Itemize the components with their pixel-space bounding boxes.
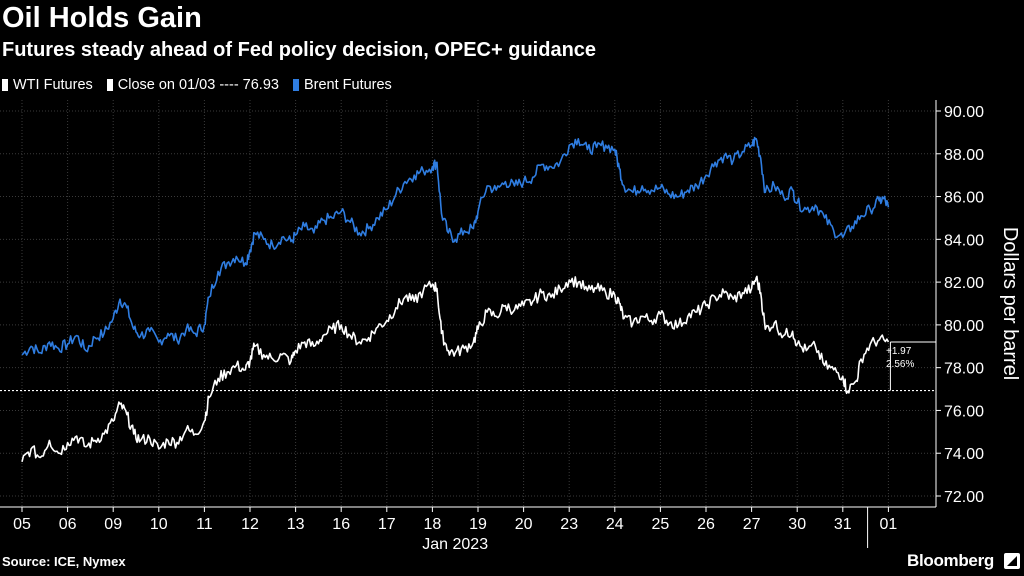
- x-tick-label: 13: [287, 516, 305, 533]
- x-tick-label: 23: [560, 516, 578, 533]
- x-tick-label: 11: [196, 516, 213, 533]
- x-tick-label: 18: [424, 516, 442, 533]
- axes: 72.00 74.00 76.00 78.00 80.00 82.00 84.00 86.00…: [0, 100, 1021, 553]
- y-axis-title: Dollars per barrel: [999, 227, 1021, 380]
- legend-item-wti: WTI Futures: [2, 77, 93, 93]
- y-tick-label: 86.00: [944, 190, 984, 207]
- x-tick-label: 09: [104, 516, 122, 533]
- x-tick-label: 17: [378, 516, 396, 533]
- x-tick-label: 27: [743, 516, 761, 533]
- legend-swatch-close: [106, 79, 113, 91]
- y-tick-label: 84.00: [944, 232, 984, 249]
- chart-subtitle: Futures steady ahead of Fed policy decis…: [2, 39, 597, 61]
- x-tick-label: 01: [880, 516, 898, 533]
- y-tick-label: 90.00: [944, 104, 984, 121]
- annotation-group: +1.97 2.56%: [886, 341, 936, 391]
- x-tick-label: 31: [834, 516, 852, 533]
- legend-swatch-brent: [292, 79, 299, 91]
- source-note: Source: ICE, Nymex: [2, 554, 126, 569]
- y-tick-label: 76.00: [944, 403, 984, 420]
- x-tick-label: 19: [469, 516, 487, 533]
- annotation-change: +1.97: [886, 346, 912, 357]
- x-tick-label: 24: [606, 516, 624, 533]
- legend: WTI Futures Close on 01/03 ---- 76.93 Br…: [2, 77, 406, 93]
- bloomberg-badge-icon: [1004, 553, 1020, 569]
- y-tick-label: 78.00: [944, 361, 984, 378]
- y-tick-label: 74.00: [944, 446, 984, 463]
- bloomberg-logo: Bloomberg: [906, 551, 994, 570]
- series-line-brent-futures: [21, 136, 890, 356]
- annotation-percent: 2.56%: [886, 359, 914, 370]
- x-tick-label: 20: [515, 516, 533, 533]
- x-tick-label: 30: [788, 516, 806, 533]
- legend-label-wti: WTI Futures: [13, 77, 93, 93]
- x-tick-label: 16: [332, 516, 350, 533]
- legend-swatch-wti: [2, 79, 8, 91]
- grid: [0, 100, 936, 507]
- x-tick-label: 05: [13, 516, 31, 533]
- chart-title: Oil Holds Gain: [2, 2, 202, 34]
- y-tick-label: 72.00: [944, 489, 984, 506]
- x-tick-label: 06: [59, 516, 77, 533]
- x-tick-label: 12: [241, 516, 259, 533]
- y-tick-label: 88.00: [944, 147, 984, 164]
- series-line-wti-futures: [21, 275, 890, 462]
- legend-item-close: Close on 01/03 ---- 76.93: [106, 77, 279, 93]
- y-tick-label: 80.00: [944, 318, 984, 335]
- x-tick-label: 10: [150, 516, 168, 533]
- y-tick-label: 82.00: [944, 275, 984, 292]
- x-tick-label: 26: [697, 516, 715, 533]
- legend-item-brent: Brent Futures: [292, 77, 392, 93]
- series-lines: [21, 136, 890, 462]
- x-axis-title: Jan 2023: [422, 536, 488, 553]
- legend-label-close: Close on 01/03 ---- 76.93: [117, 77, 279, 93]
- legend-label-brent: Brent Futures: [303, 77, 392, 93]
- x-tick-label: 25: [652, 516, 670, 533]
